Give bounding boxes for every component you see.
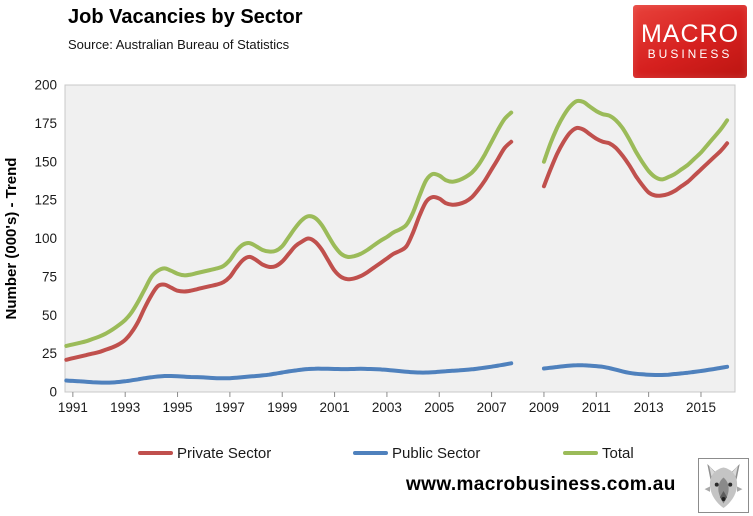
y-tick-label: 175 (34, 116, 57, 131)
legend-swatch-private-sector (138, 451, 173, 455)
line-chart-svg: 0 25 50 75 100 125 150 175 200 1991 1993 1995 1997 19… (3, 78, 736, 415)
series-line-total (64, 110, 514, 348)
y-tick-label: 150 (34, 154, 57, 169)
y-tick-label: 100 (34, 231, 57, 246)
legend-swatch-total (563, 451, 598, 455)
x-tick-label: 2007 (477, 400, 507, 415)
legend-item-total: Total (563, 444, 634, 462)
plot-background (64, 84, 736, 393)
series-line-private-sector (64, 139, 514, 362)
legend-item-private-sector: Private Sector (138, 444, 271, 462)
legend-label-public-sector: Public Sector (392, 444, 481, 462)
legend-item-public-sector: Public Sector (353, 444, 480, 462)
series-line-private-sector (541, 125, 730, 198)
wolf-head-icon (704, 463, 743, 508)
x-tick-label: 2005 (424, 400, 454, 415)
legend-swatch-public-sector (353, 451, 388, 455)
series-line-total (541, 98, 730, 182)
x-tick-label: 2013 (634, 400, 664, 415)
x-tick-label: 2003 (372, 400, 402, 415)
x-tick-label: 1997 (215, 400, 245, 415)
chart-legend: Private Sector Public Sector Total (0, 444, 753, 464)
website-url: www.macrobusiness.com.au (406, 474, 676, 495)
x-tick-label: 1991 (58, 400, 88, 415)
y-axis-title: Number (000's) - Trend (3, 158, 20, 320)
x-tick-label: 1995 (163, 400, 193, 415)
x-tick-label: 2011 (582, 400, 611, 415)
macrobusiness-logo: MACRO BUSINESS (633, 5, 747, 78)
y-tick-label: 25 (42, 346, 57, 361)
logo-text-business: BUSINESS (647, 46, 733, 61)
x-tick-label: 1993 (110, 400, 140, 415)
wolf-logo (698, 458, 749, 513)
x-tick-label: 2015 (686, 400, 716, 415)
y-tick-label: 125 (34, 193, 57, 208)
legend-label-total: Total (602, 444, 634, 462)
chart-title: Job Vacancies by Sector (68, 6, 303, 28)
y-tick-label: 200 (34, 78, 57, 93)
legend-label-private-sector: Private Sector (177, 444, 272, 462)
y-tick-label: 0 (49, 385, 57, 400)
x-tick-label: 1999 (267, 400, 297, 415)
x-tick-label: 2001 (320, 400, 350, 415)
x-tick-label: 2009 (529, 400, 559, 415)
logo-text-macro: MACRO (640, 19, 740, 48)
series-line-public-sector (64, 361, 514, 385)
y-tick-label: 50 (42, 308, 57, 323)
y-tick-label: 75 (42, 269, 57, 284)
chart-source: Source: Australian Bureau of Statistics (68, 37, 290, 52)
series-line-public-sector (541, 363, 730, 377)
